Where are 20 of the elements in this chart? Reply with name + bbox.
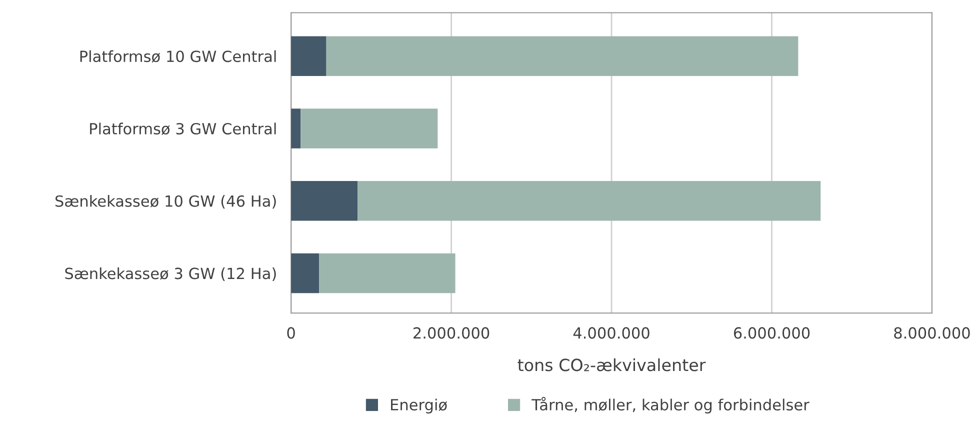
x-axis-title: tons CO₂-ækvivalenter [518, 358, 706, 372]
bar [358, 180, 821, 221]
bar [300, 108, 438, 148]
bar [291, 108, 301, 148]
x-tick-label: 8.000.000 [894, 327, 970, 339]
y-tick-label: Sænkekasseø 10 GW (46 Ha) [55, 195, 276, 209]
bar [319, 253, 456, 294]
bar [326, 36, 798, 76]
x-tick-label: 0 [287, 327, 295, 339]
y-tick-label: Sænkekasseø 3 GW (12 Ha) [65, 267, 276, 282]
x-tick-label: 4.000.000 [573, 327, 650, 339]
bar [291, 180, 358, 221]
legend-label: Energiø [391, 398, 448, 414]
x-tick-label: 2.000.000 [414, 327, 490, 339]
legend-label: Tårne, møller, kabler og forbindelser [532, 396, 810, 414]
y-tick-label: Platformsø 10 GW Central [80, 50, 276, 63]
x-tick-label: 6.000.000 [734, 327, 810, 339]
bar [291, 253, 320, 294]
bar [291, 36, 326, 76]
y-tick-label: Platformsø 3 GW Central [90, 122, 276, 135]
